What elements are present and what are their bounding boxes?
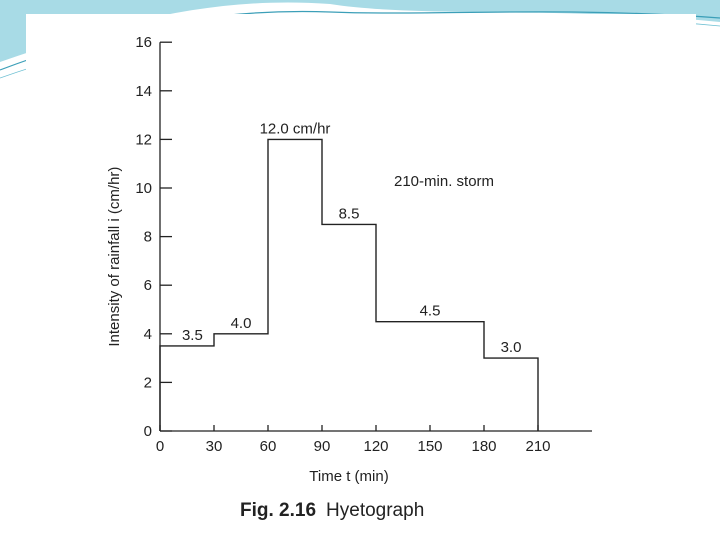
y-tick-label: 12 — [135, 131, 152, 148]
hyetograph-bar — [322, 224, 376, 431]
y-axis-label: Intensity of rainfall i (cm/hr) — [106, 167, 123, 347]
x-tick-label: 180 — [471, 438, 496, 455]
y-axis: 0 2 4 6 8 10 12 14 16 — [135, 34, 172, 440]
hyetograph-bars — [159, 138, 539, 431]
y-tick-label: 6 — [144, 277, 152, 294]
bar-value-label: 4.5 — [420, 303, 441, 320]
x-tick-label: 60 — [260, 438, 277, 455]
hyetograph-bar — [214, 334, 268, 431]
storm-annotation: 210-min. storm — [394, 173, 494, 190]
x-axis-label: Time t (min) — [309, 468, 388, 484]
hyetograph-bar — [268, 139, 322, 431]
x-axis: 0 30 60 90 120 150 180 210 — [156, 425, 592, 455]
y-tick-label: 10 — [135, 180, 152, 197]
x-tick-label: 210 — [525, 438, 550, 455]
hyetograph-outline — [159, 138, 539, 431]
hyetograph-bar — [376, 322, 484, 431]
bar-value-label: 8.5 — [339, 205, 360, 222]
x-tick-label: 30 — [206, 438, 223, 455]
x-tick-label: 150 — [417, 438, 442, 455]
slide-top-swoosh — [0, 0, 720, 62]
x-tick-label: 0 — [156, 438, 164, 455]
bar-value-label: 3.5 — [182, 327, 203, 344]
figure-caption: Fig. 2.16 Hyetograph — [240, 500, 424, 522]
x-tick-label: 120 — [363, 438, 388, 455]
bar-value-label: 3.0 — [501, 339, 522, 356]
figure-title: Hyetograph — [326, 500, 425, 521]
x-tick-label: 90 — [314, 438, 331, 455]
bar-value-label: 12.0 cm/hr — [260, 120, 331, 137]
bar-value-labels: 3.5 4.0 12.0 cm/hr 8.5 4.5 3.0 — [182, 120, 521, 356]
y-tick-label: 14 — [135, 83, 152, 100]
y-tick-label: 2 — [144, 374, 152, 391]
hyetograph-chart: 0 2 4 6 8 10 12 14 16 0 30 60 90 120 150 180 210 3.5 4.0… — [106, 34, 592, 484]
figure-number: Fig. 2.16 — [240, 500, 317, 521]
figure-panel: 0 2 4 6 8 10 12 14 16 0 30 60 90 120 150 180 210 3.5 4.0… — [26, 14, 696, 534]
y-tick-label: 8 — [144, 229, 152, 246]
y-tick-label: 16 — [135, 34, 152, 51]
hyetograph-bar — [484, 358, 538, 431]
hyetograph-bar — [160, 346, 214, 431]
y-tick-label: 0 — [144, 423, 152, 440]
y-tick-label: 4 — [144, 326, 152, 343]
bar-value-label: 4.0 — [231, 315, 252, 332]
